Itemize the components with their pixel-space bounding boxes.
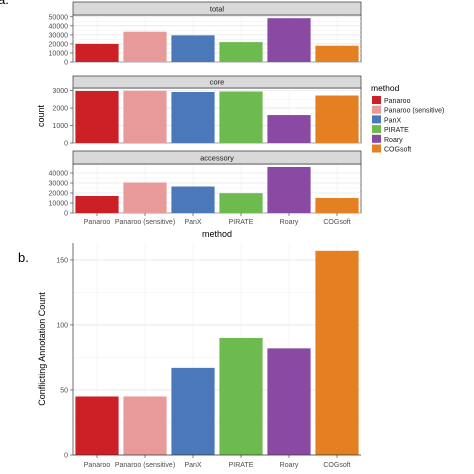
panel-b-bar-cogsoft bbox=[315, 250, 359, 455]
panel-b-y-tick-label: 100 bbox=[56, 322, 68, 329]
legend-label-roary: Roary bbox=[384, 137, 403, 144]
total-bar-panx bbox=[171, 35, 215, 62]
panel-b-plot-area bbox=[73, 243, 361, 455]
panel-b-label: b. bbox=[18, 250, 29, 265]
panel-b-x-tick-label: Panaroo (sensitive) bbox=[115, 462, 175, 469]
accessory-y-tick-label: 20000 bbox=[49, 191, 69, 198]
core-bar-panaroo-sensitive bbox=[123, 90, 167, 143]
accessory-x-tick-label: Panaroo bbox=[84, 219, 111, 226]
accessory-y-tick-label: 0 bbox=[64, 211, 68, 218]
accessory-bar-panx bbox=[171, 186, 215, 213]
accessory-x-tick-label: PIRATE bbox=[229, 219, 254, 226]
total-y-tick-label: 30000 bbox=[49, 32, 69, 39]
accessory-y-tick-label: 10000 bbox=[49, 201, 69, 208]
legend-swatch-panaroo bbox=[372, 96, 381, 104]
accessory-plot-area bbox=[72, 163, 362, 214]
core-bar-roary bbox=[267, 115, 311, 143]
panel-b-x-tick-label: PIRATE bbox=[229, 462, 254, 469]
total-bar-panaroo-sensitive bbox=[123, 31, 167, 62]
legend-label-panaroo-sensitive: Panaroo (sensitive) bbox=[384, 108, 444, 115]
legend-label-panx: PanX bbox=[384, 117, 401, 124]
accessory-bar-panaroo bbox=[75, 196, 119, 213]
accessory-x-tick-label: Roary bbox=[280, 219, 299, 226]
panel-b-bar-panx bbox=[171, 367, 215, 455]
core-bar-cogsoft bbox=[315, 95, 359, 143]
accessory-bar-cogsoft bbox=[315, 198, 359, 213]
legend-label-cogsoft: COGsoft bbox=[384, 147, 411, 154]
core-bar-pirate bbox=[219, 91, 263, 143]
core-y-tick-label: 2000 bbox=[52, 106, 68, 113]
legend-swatch-pirate bbox=[372, 125, 381, 134]
panel-a-label: a. bbox=[0, 0, 9, 7]
panel-b-x-tick-label: Roary bbox=[280, 462, 299, 469]
total-plot-area bbox=[72, 14, 362, 63]
panel-b-bar-panaroo-sensitive bbox=[123, 396, 167, 455]
accessory-x-tick-label: PanX bbox=[184, 219, 201, 226]
panel-b-bar-pirate bbox=[219, 337, 263, 455]
accessory-bar-roary bbox=[267, 167, 311, 213]
legend-swatch-panaroo-sensitive bbox=[372, 105, 381, 114]
accessory-bar-pirate bbox=[219, 193, 263, 213]
panel-b-y-tick-label: 50 bbox=[60, 387, 68, 394]
core-y-tick-label: 3000 bbox=[52, 88, 68, 95]
accessory-strip bbox=[72, 150, 362, 165]
panel-b-x-tick-label: PanX bbox=[184, 462, 201, 469]
accessory-x-tick-label: Panaroo (sensitive) bbox=[115, 219, 175, 226]
panel-b-x-tick-label: COGsoft bbox=[323, 462, 350, 469]
panel-b-bar-roary bbox=[267, 348, 311, 455]
legend-label-panaroo: Panaroo bbox=[384, 98, 411, 105]
core-strip bbox=[72, 75, 362, 89]
panel-a-x-axis-title: method bbox=[202, 229, 232, 239]
accessory-y-tick-label: 30000 bbox=[49, 181, 69, 188]
accessory-strip-label: accessory bbox=[200, 154, 234, 163]
accessory-bar-panaroo-sensitive bbox=[123, 182, 167, 213]
core-y-tick-label: 0 bbox=[64, 141, 68, 148]
legend-swatch-panx bbox=[372, 115, 381, 124]
legend-swatch-cogsoft bbox=[372, 144, 381, 153]
total-bar-roary bbox=[267, 18, 311, 63]
total-y-tick-label: 20000 bbox=[49, 41, 69, 48]
core-bar-panaroo bbox=[75, 90, 119, 143]
total-strip-label: total bbox=[210, 5, 225, 14]
legend-swatch-roary bbox=[372, 134, 381, 143]
total-y-tick-label: 10000 bbox=[49, 50, 69, 57]
total-strip bbox=[72, 1, 362, 16]
panel-b-y-tick-label: 0 bbox=[64, 453, 68, 460]
core-plot-area bbox=[72, 87, 362, 144]
total-bar-pirate bbox=[219, 42, 263, 62]
total-y-tick-label: 0 bbox=[64, 60, 68, 67]
total-bar-panaroo bbox=[75, 43, 119, 62]
total-bar-cogsoft bbox=[315, 45, 359, 62]
accessory-y-tick-label: 40000 bbox=[49, 171, 69, 178]
panel-a-y-axis-title: count bbox=[36, 104, 46, 127]
panel-b-y-axis-title: Conflicting Annotation Count bbox=[37, 292, 47, 406]
panel-b-bar-panaroo bbox=[75, 396, 119, 455]
plots-layer: 01000020000300004000050000total010002000… bbox=[36, 1, 444, 469]
legend-label-pirate: PIRATE bbox=[384, 127, 409, 134]
core-y-tick-label: 1000 bbox=[52, 123, 68, 130]
legend-title: method bbox=[371, 83, 400, 93]
total-y-tick-label: 40000 bbox=[49, 23, 69, 30]
accessory-x-tick-label: COGsoft bbox=[323, 219, 350, 226]
core-strip-label: core bbox=[210, 78, 225, 87]
panel-b-x-tick-label: Panaroo bbox=[84, 462, 111, 469]
core-bar-panx bbox=[171, 92, 215, 143]
total-y-tick-label: 50000 bbox=[49, 14, 69, 21]
panel-b-y-tick-label: 150 bbox=[56, 257, 68, 264]
